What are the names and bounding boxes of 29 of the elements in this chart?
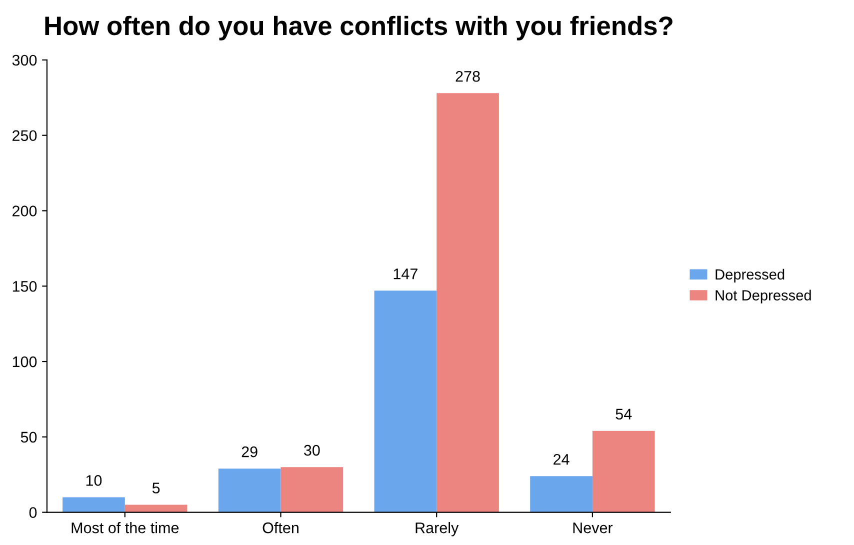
data-label: 29 bbox=[242, 446, 258, 458]
bar bbox=[374, 290, 437, 512]
y-tick-label: 300 bbox=[12, 54, 37, 66]
y-tick-label: 250 bbox=[12, 130, 37, 142]
data-label: 147 bbox=[394, 268, 418, 280]
chart-title: How often do you have conflicts with you friends? bbox=[45, 16, 672, 40]
y-tick-label: 100 bbox=[12, 356, 37, 368]
bar bbox=[436, 93, 499, 512]
y-tick-label: 150 bbox=[12, 280, 37, 292]
bar bbox=[218, 468, 281, 512]
data-label: 5 bbox=[152, 482, 160, 494]
data-label: 24 bbox=[554, 454, 570, 465]
y-tick-label: 0 bbox=[29, 507, 37, 518]
data-label: 30 bbox=[304, 444, 320, 456]
bar bbox=[62, 497, 125, 512]
bar bbox=[530, 476, 592, 512]
x-tick-label: Often bbox=[262, 522, 298, 534]
legend-label: Not Depressed bbox=[716, 290, 811, 304]
x-tick-label: Rarely bbox=[416, 522, 459, 536]
y-tick-label: 200 bbox=[12, 206, 37, 216]
legend-label: Depressed bbox=[716, 268, 784, 282]
x-tick-label: Never bbox=[573, 522, 613, 534]
data-label: 54 bbox=[616, 408, 632, 420]
data-label: 10 bbox=[86, 475, 102, 486]
y-tick-label: 50 bbox=[20, 432, 37, 443]
bar bbox=[592, 430, 655, 512]
x-tick-label: Most of the time bbox=[72, 522, 179, 534]
data-label: 278 bbox=[456, 70, 480, 82]
bar bbox=[280, 467, 344, 512]
